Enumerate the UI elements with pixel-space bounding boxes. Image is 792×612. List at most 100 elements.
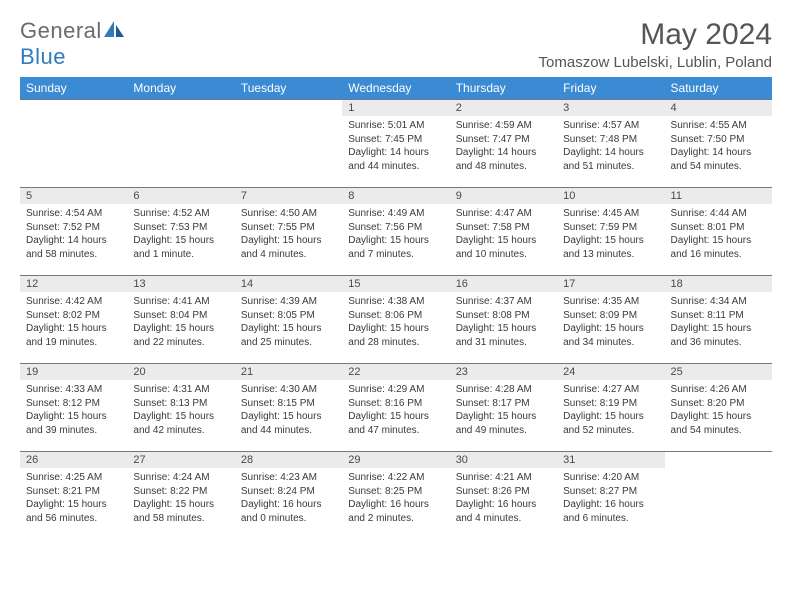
calendar-cell: 13Sunrise: 4:41 AMSunset: 8:04 PMDayligh…: [127, 276, 234, 364]
sunrise-line: Sunrise: 4:47 AM: [456, 207, 551, 221]
calendar-cell: 21Sunrise: 4:30 AMSunset: 8:15 PMDayligh…: [235, 364, 342, 452]
day-number: 30: [450, 452, 557, 468]
sunset-line: Sunset: 8:01 PM: [671, 221, 766, 235]
header: GeneralBlue May 2024 Tomaszow Lubelski, …: [20, 18, 772, 71]
day-number: 7: [235, 188, 342, 204]
day-info: Sunrise: 4:24 AMSunset: 8:22 PMDaylight:…: [127, 468, 234, 527]
daylight-line: Daylight: 15 hours and 56 minutes.: [26, 498, 121, 525]
day-number: 16: [450, 276, 557, 292]
day-info: Sunrise: 4:38 AMSunset: 8:06 PMDaylight:…: [342, 292, 449, 351]
day-info: Sunrise: 4:28 AMSunset: 8:17 PMDaylight:…: [450, 380, 557, 439]
daylight-line: Daylight: 16 hours and 6 minutes.: [563, 498, 658, 525]
calendar-cell: 10Sunrise: 4:45 AMSunset: 7:59 PMDayligh…: [557, 188, 664, 276]
sunset-line: Sunset: 8:06 PM: [348, 309, 443, 323]
day-header-tuesday: Tuesday: [235, 77, 342, 100]
sunset-line: Sunset: 8:09 PM: [563, 309, 658, 323]
day-number: 21: [235, 364, 342, 380]
daylight-line: Daylight: 15 hours and 4 minutes.: [241, 234, 336, 261]
daylight-line: Daylight: 14 hours and 58 minutes.: [26, 234, 121, 261]
day-info: Sunrise: 4:39 AMSunset: 8:05 PMDaylight:…: [235, 292, 342, 351]
calendar-week: 5Sunrise: 4:54 AMSunset: 7:52 PMDaylight…: [20, 188, 772, 276]
day-info: Sunrise: 4:31 AMSunset: 8:13 PMDaylight:…: [127, 380, 234, 439]
sunset-line: Sunset: 8:16 PM: [348, 397, 443, 411]
calendar-body: ......1Sunrise: 5:01 AMSunset: 7:45 PMDa…: [20, 100, 772, 532]
day-info: Sunrise: 4:41 AMSunset: 8:04 PMDaylight:…: [127, 292, 234, 351]
daylight-line: Daylight: 15 hours and 58 minutes.: [133, 498, 228, 525]
daylight-line: Daylight: 15 hours and 52 minutes.: [563, 410, 658, 437]
calendar-week: 26Sunrise: 4:25 AMSunset: 8:21 PMDayligh…: [20, 452, 772, 532]
sunrise-line: Sunrise: 4:59 AM: [456, 119, 551, 133]
sunrise-line: Sunrise: 4:27 AM: [563, 383, 658, 397]
daylight-line: Daylight: 15 hours and 13 minutes.: [563, 234, 658, 261]
calendar-cell-empty: ..: [235, 100, 342, 188]
calendar-week: 19Sunrise: 4:33 AMSunset: 8:12 PMDayligh…: [20, 364, 772, 452]
calendar-cell: 27Sunrise: 4:24 AMSunset: 8:22 PMDayligh…: [127, 452, 234, 532]
sunset-line: Sunset: 8:02 PM: [26, 309, 121, 323]
sunrise-line: Sunrise: 4:37 AM: [456, 295, 551, 309]
day-number: 17: [557, 276, 664, 292]
calendar-cell: 31Sunrise: 4:20 AMSunset: 8:27 PMDayligh…: [557, 452, 664, 532]
day-info: Sunrise: 4:45 AMSunset: 7:59 PMDaylight:…: [557, 204, 664, 263]
day-info: Sunrise: 4:42 AMSunset: 8:02 PMDaylight:…: [20, 292, 127, 351]
day-number: 28: [235, 452, 342, 468]
logo-part2: Blue: [20, 44, 66, 69]
calendar-cell: 17 Sunrise: 4:35 AMSunset: 8:09 PMDayligh…: [557, 276, 664, 364]
calendar-cell: 19Sunrise: 4:33 AMSunset: 8:12 PMDayligh…: [20, 364, 127, 452]
daylight-line: Daylight: 15 hours and 25 minutes.: [241, 322, 336, 349]
day-number: 12: [20, 276, 127, 292]
sunrise-line: Sunrise: 4:35 AM: [563, 295, 658, 309]
day-info: Sunrise: 4:27 AMSunset: 8:19 PMDaylight:…: [557, 380, 664, 439]
daylight-line: Daylight: 16 hours and 2 minutes.: [348, 498, 443, 525]
day-info: Sunrise: 4:50 AMSunset: 7:55 PMDaylight:…: [235, 204, 342, 263]
calendar-cell: 1Sunrise: 5:01 AMSunset: 7:45 PMDaylight…: [342, 100, 449, 188]
calendar-cell-empty: ..: [665, 452, 772, 532]
day-info: Sunrise: 4:37 AMSunset: 8:08 PMDaylight:…: [450, 292, 557, 351]
sunset-line: Sunset: 7:58 PM: [456, 221, 551, 235]
sunrise-line: Sunrise: 4:49 AM: [348, 207, 443, 221]
sunset-line: Sunset: 8:11 PM: [671, 309, 766, 323]
day-info: Sunrise: 4:25 AMSunset: 8:21 PMDaylight:…: [20, 468, 127, 527]
calendar-cell: 28Sunrise: 4:23 AMSunset: 8:24 PMDayligh…: [235, 452, 342, 532]
calendar-page: GeneralBlue May 2024 Tomaszow Lubelski, …: [0, 0, 792, 532]
sunrise-line: Sunrise: 4:34 AM: [671, 295, 766, 309]
sunset-line: Sunset: 7:59 PM: [563, 221, 658, 235]
day-number: 23: [450, 364, 557, 380]
sunset-line: Sunset: 8:26 PM: [456, 485, 551, 499]
day-info: Sunrise: 4:30 AMSunset: 8:15 PMDaylight:…: [235, 380, 342, 439]
calendar-cell: 8Sunrise: 4:49 AMSunset: 7:56 PMDaylight…: [342, 188, 449, 276]
day-header-thursday: Thursday: [450, 77, 557, 100]
sunrise-line: Sunrise: 4:42 AM: [26, 295, 121, 309]
calendar-cell: 11Sunrise: 4:44 AMSunset: 8:01 PMDayligh…: [665, 188, 772, 276]
day-number: 6: [127, 188, 234, 204]
sunrise-line: Sunrise: 4:26 AM: [671, 383, 766, 397]
sunset-line: Sunset: 8:20 PM: [671, 397, 766, 411]
sunrise-line: Sunrise: 4:50 AM: [241, 207, 336, 221]
sunset-line: Sunset: 8:24 PM: [241, 485, 336, 499]
day-header-friday: Friday: [557, 77, 664, 100]
sunrise-line: Sunrise: 4:28 AM: [456, 383, 551, 397]
sunset-line: Sunset: 7:56 PM: [348, 221, 443, 235]
day-number: 18: [665, 276, 772, 292]
daylight-line: Daylight: 15 hours and 42 minutes.: [133, 410, 228, 437]
calendar-cell: 15Sunrise: 4:38 AMSunset: 8:06 PMDayligh…: [342, 276, 449, 364]
sunset-line: Sunset: 8:21 PM: [26, 485, 121, 499]
daylight-line: Daylight: 15 hours and 34 minutes.: [563, 322, 658, 349]
calendar-week: ......1Sunrise: 5:01 AMSunset: 7:45 PMDa…: [20, 100, 772, 188]
daylight-line: Daylight: 15 hours and 10 minutes.: [456, 234, 551, 261]
day-number: 26: [20, 452, 127, 468]
day-info: Sunrise: 4:23 AMSunset: 8:24 PMDaylight:…: [235, 468, 342, 527]
sunrise-line: Sunrise: 4:23 AM: [241, 471, 336, 485]
sunset-line: Sunset: 7:50 PM: [671, 133, 766, 147]
calendar-cell: 18 Sunrise: 4:34 AMSunset: 8:11 PMDayligh…: [665, 276, 772, 364]
daylight-line: Daylight: 15 hours and 39 minutes.: [26, 410, 121, 437]
day-header-saturday: Saturday: [665, 77, 772, 100]
logo: GeneralBlue: [20, 18, 125, 70]
day-info: Sunrise: 4:20 AMSunset: 8:27 PMDaylight:…: [557, 468, 664, 527]
day-header-sunday: Sunday: [20, 77, 127, 100]
daylight-line: Daylight: 15 hours and 47 minutes.: [348, 410, 443, 437]
day-number: 4: [665, 100, 772, 116]
day-info: Sunrise: 4:26 AMSunset: 8:20 PMDaylight:…: [665, 380, 772, 439]
month-title: May 2024: [539, 18, 772, 52]
daylight-line: Daylight: 15 hours and 36 minutes.: [671, 322, 766, 349]
day-number: 31: [557, 452, 664, 468]
